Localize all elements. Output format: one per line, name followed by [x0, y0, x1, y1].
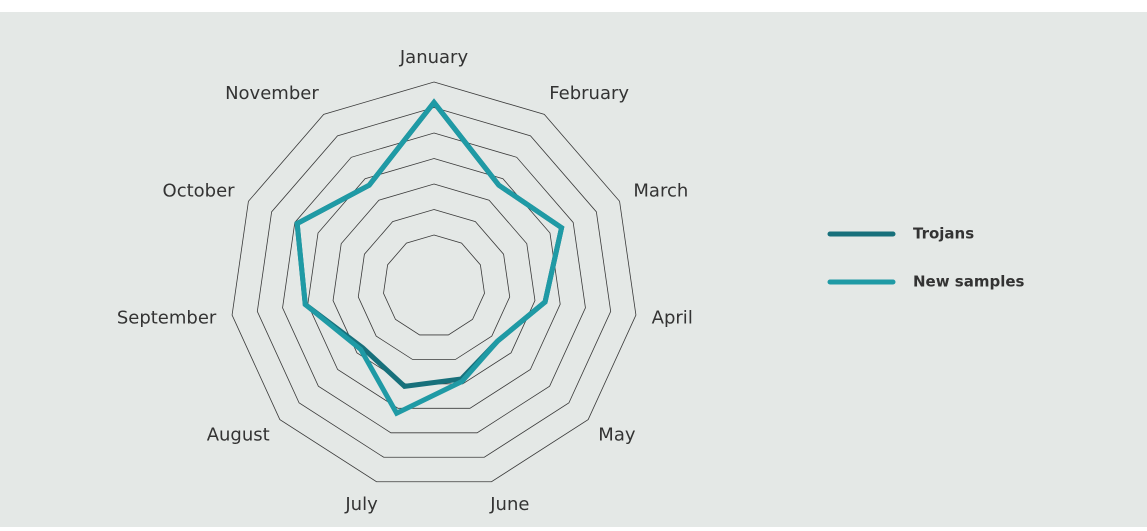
grid-ring — [282, 132, 586, 434]
category-label: August — [207, 424, 270, 445]
category-label: March — [633, 180, 688, 201]
category-label: November — [225, 83, 319, 104]
grid-ring — [307, 158, 561, 409]
category-label: July — [344, 494, 378, 515]
grid-ring — [256, 107, 612, 458]
category-label: February — [549, 83, 629, 104]
legend-label: New samples — [913, 273, 1025, 291]
grid-ring — [383, 234, 485, 336]
grid-ring — [231, 81, 637, 483]
panel — [0, 12, 1147, 527]
series-line — [294, 98, 565, 417]
category-label: April — [652, 307, 693, 328]
category-label: January — [399, 47, 469, 68]
category-label: September — [117, 307, 217, 328]
category-label: May — [598, 424, 636, 445]
grid-ring — [357, 209, 511, 360]
legend-label: Trojans — [913, 225, 974, 243]
category-label: June — [489, 494, 529, 515]
category-label: October — [163, 180, 236, 201]
